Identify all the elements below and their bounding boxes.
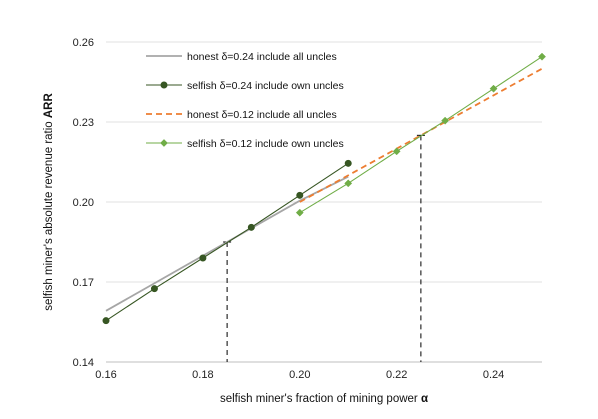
legend-label-3: selfish δ=0.12 include own uncles [187,138,344,150]
series-1-point-5 [344,159,352,167]
series-3-line [299,56,543,214]
series-3-point-0 [295,208,304,217]
x-tick-label-2: 0.20 [289,369,310,381]
x-tick-label-0: 0.16 [95,369,116,381]
series-3-point-4 [489,84,498,93]
legend-label-0: honest δ=0.24 include all uncles [187,51,337,63]
x-tick-label-3: 0.22 [386,369,407,381]
series-1-point-0 [102,317,110,325]
legend-marker-3 [160,139,168,147]
series-0-line [105,175,349,312]
series-1-point-4 [296,191,304,199]
gridlines [106,41,542,283]
series-3-point-5 [538,52,546,61]
y-tick-label-3: 0.23 [73,117,94,129]
x-tick-labels: 0.16 0.18 0.20 0.22 0.24 [95,369,504,381]
series-2 [299,67,543,203]
series-1-line [105,162,349,322]
y-axis-label: selfish miner's absolute revenue ratio A… [43,93,55,311]
series-group [102,52,546,325]
series-3-point-2 [392,147,401,156]
y-tick-labels: 0.14 0.17 0.20 0.23 0.26 [73,37,94,369]
series-3-point-3 [441,116,450,125]
series-1 [102,159,352,325]
series-3 [295,52,546,217]
series-1-point-1 [150,285,158,293]
y-tick-label-4: 0.26 [73,37,94,49]
y-tick-label-0: 0.14 [73,357,94,369]
x-axis-label: selfish miner's fraction of mining power… [220,393,428,405]
legend: honest δ=0.24 include all uncles selfish … [146,51,344,150]
series-2-line [299,67,543,203]
y-tick-label-1: 0.17 [73,277,94,289]
y-tick-label-2: 0.20 [73,197,94,209]
legend-marker-1 [160,81,168,89]
series-1-point-2 [199,254,207,262]
legend-label-1: selfish δ=0.24 include own uncles [187,80,344,92]
series-0 [105,175,349,312]
legend-label-2: honest δ=0.12 include all uncles [187,109,337,121]
series-3-point-1 [344,179,353,188]
x-tick-label-1: 0.18 [192,369,213,381]
series-1-point-3 [247,223,255,231]
x-tick-label-4: 0.24 [483,369,504,381]
